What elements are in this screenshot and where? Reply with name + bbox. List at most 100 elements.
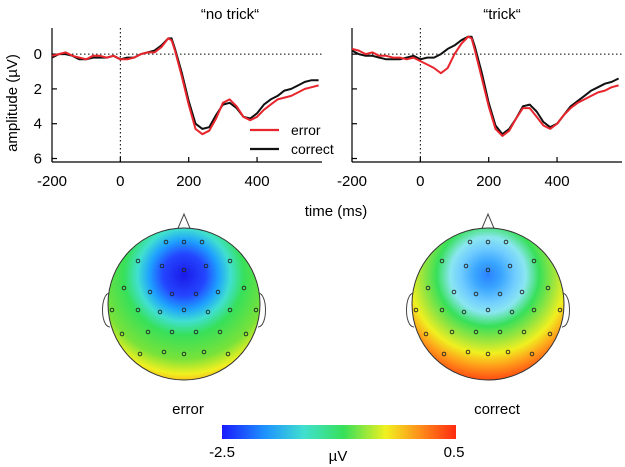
- electrode-marker: [181, 267, 187, 273]
- electrode-marker: [121, 285, 127, 291]
- electrode-marker: [467, 239, 473, 245]
- electrode-marker: [485, 267, 491, 273]
- electrode-marker: [205, 309, 211, 315]
- electrode-marker: [193, 329, 199, 335]
- electrode-marker: [181, 239, 187, 245]
- electrode-marker: [145, 329, 151, 335]
- electrode-marker: [137, 351, 143, 357]
- electrode-marker: [413, 307, 419, 313]
- series-line-correct: [351, 35, 620, 136]
- electrode-marker: [485, 351, 491, 357]
- electrode-marker: [485, 307, 491, 313]
- electrode-marker: [473, 291, 479, 297]
- axes-trick: -200 0 200 400: [337, 28, 622, 190]
- electrode-marker: [423, 331, 429, 337]
- electrode-marker: [505, 349, 511, 355]
- series-trick: [351, 35, 620, 137]
- axes-no-trick: -200 0 200 400 0 2 4 6: [34, 28, 322, 190]
- electrode-marker: [519, 289, 525, 295]
- electrode-marker: [473, 329, 479, 335]
- electrode-marker: [439, 307, 445, 313]
- y-tick-label: 2: [34, 81, 42, 98]
- y-axis-label: amplitude (µV): [4, 54, 21, 152]
- electrode-marker: [557, 307, 563, 313]
- series-line-error: [51, 37, 319, 136]
- electrode-marker: [531, 258, 537, 264]
- electrode-marker: [199, 239, 205, 245]
- topomap-correct: correct: [406, 212, 570, 418]
- electrode-marker: [203, 263, 209, 269]
- electrode-marker: [109, 307, 115, 313]
- electrode-marker: [201, 349, 207, 355]
- panel-title-trick: “trick“: [483, 6, 521, 23]
- electrode-marker: [531, 307, 537, 313]
- electrode-marker: [497, 329, 503, 335]
- electrode-marker: [529, 351, 535, 357]
- electrode-marker: [119, 331, 125, 337]
- legend-label-correct: correct: [291, 141, 334, 157]
- x-tick-label: -200: [337, 173, 367, 190]
- electrode-marker: [425, 285, 431, 291]
- series-line-error: [351, 35, 619, 137]
- x-axis-label: time (ms): [305, 203, 368, 220]
- electrode-marker: [463, 263, 469, 269]
- electrode-marker: [485, 239, 491, 245]
- y-tick-label: 4: [34, 116, 42, 133]
- colorbar-max-label: 0.5: [444, 444, 465, 461]
- electrode-marker: [253, 307, 259, 313]
- electrode-marker: [509, 309, 515, 315]
- electrode-marker: [225, 351, 231, 357]
- y-tick-label: 0: [34, 46, 42, 63]
- colorbar: -2.5 0.5 µV: [209, 425, 464, 465]
- electrode-marker: [243, 331, 249, 337]
- map-label-error: error: [172, 401, 204, 418]
- x-tick-label: 200: [476, 173, 501, 190]
- erp-panel-no-trick: “no trick“ amplitude (µV) -200 0 200 400 0 2 4…: [4, 6, 334, 190]
- electrode-marker: [193, 291, 199, 297]
- electrode-marker: [169, 291, 175, 297]
- electrode-set-correct: [413, 239, 563, 357]
- x-tick-label: -200: [37, 173, 67, 190]
- electrode-marker: [441, 351, 447, 357]
- panel-title-no-trick: “no trick“: [201, 6, 259, 23]
- electrode-marker: [163, 239, 169, 245]
- colorbar-gradient: [222, 425, 456, 439]
- electrode-marker: [181, 307, 187, 313]
- electrode-marker: [521, 329, 527, 335]
- electrode-marker: [181, 351, 187, 357]
- electrode-set-error: [109, 239, 259, 357]
- electrode-marker: [217, 329, 223, 335]
- electrode-marker: [507, 263, 513, 269]
- electrode-marker: [451, 289, 457, 295]
- electrode-marker: [169, 329, 175, 335]
- electrode-marker: [227, 258, 233, 264]
- colorbar-min-label: -2.5: [209, 444, 235, 461]
- x-tick-label: 0: [416, 173, 424, 190]
- electrode-marker: [449, 329, 455, 335]
- electrode-marker: [157, 309, 163, 315]
- series-no-trick: [51, 37, 319, 136]
- electrode-marker: [497, 291, 503, 297]
- electrode-marker: [215, 289, 221, 295]
- electrode-marker: [159, 263, 165, 269]
- x-tick-label: 400: [545, 173, 570, 190]
- colorbar-unit-label: µV: [329, 448, 348, 465]
- series-line-correct: [51, 37, 319, 130]
- electrode-marker: [465, 349, 471, 355]
- electrode-marker: [461, 309, 467, 315]
- x-tick-label: 400: [245, 173, 270, 190]
- electrode-marker: [503, 239, 509, 245]
- electrode-marker: [227, 307, 233, 313]
- electrode-marker: [135, 307, 141, 313]
- topomap-error: error: [102, 212, 266, 418]
- legend: error correct: [250, 122, 334, 157]
- electrode-marker: [547, 331, 553, 337]
- x-tick-label: 200: [176, 173, 201, 190]
- electrode-marker: [545, 285, 551, 291]
- scalp-map-error: [107, 227, 261, 381]
- electrode-marker: [161, 349, 167, 355]
- electrode-marker: [439, 258, 445, 264]
- electrode-marker: [147, 289, 153, 295]
- electrode-marker: [135, 258, 141, 264]
